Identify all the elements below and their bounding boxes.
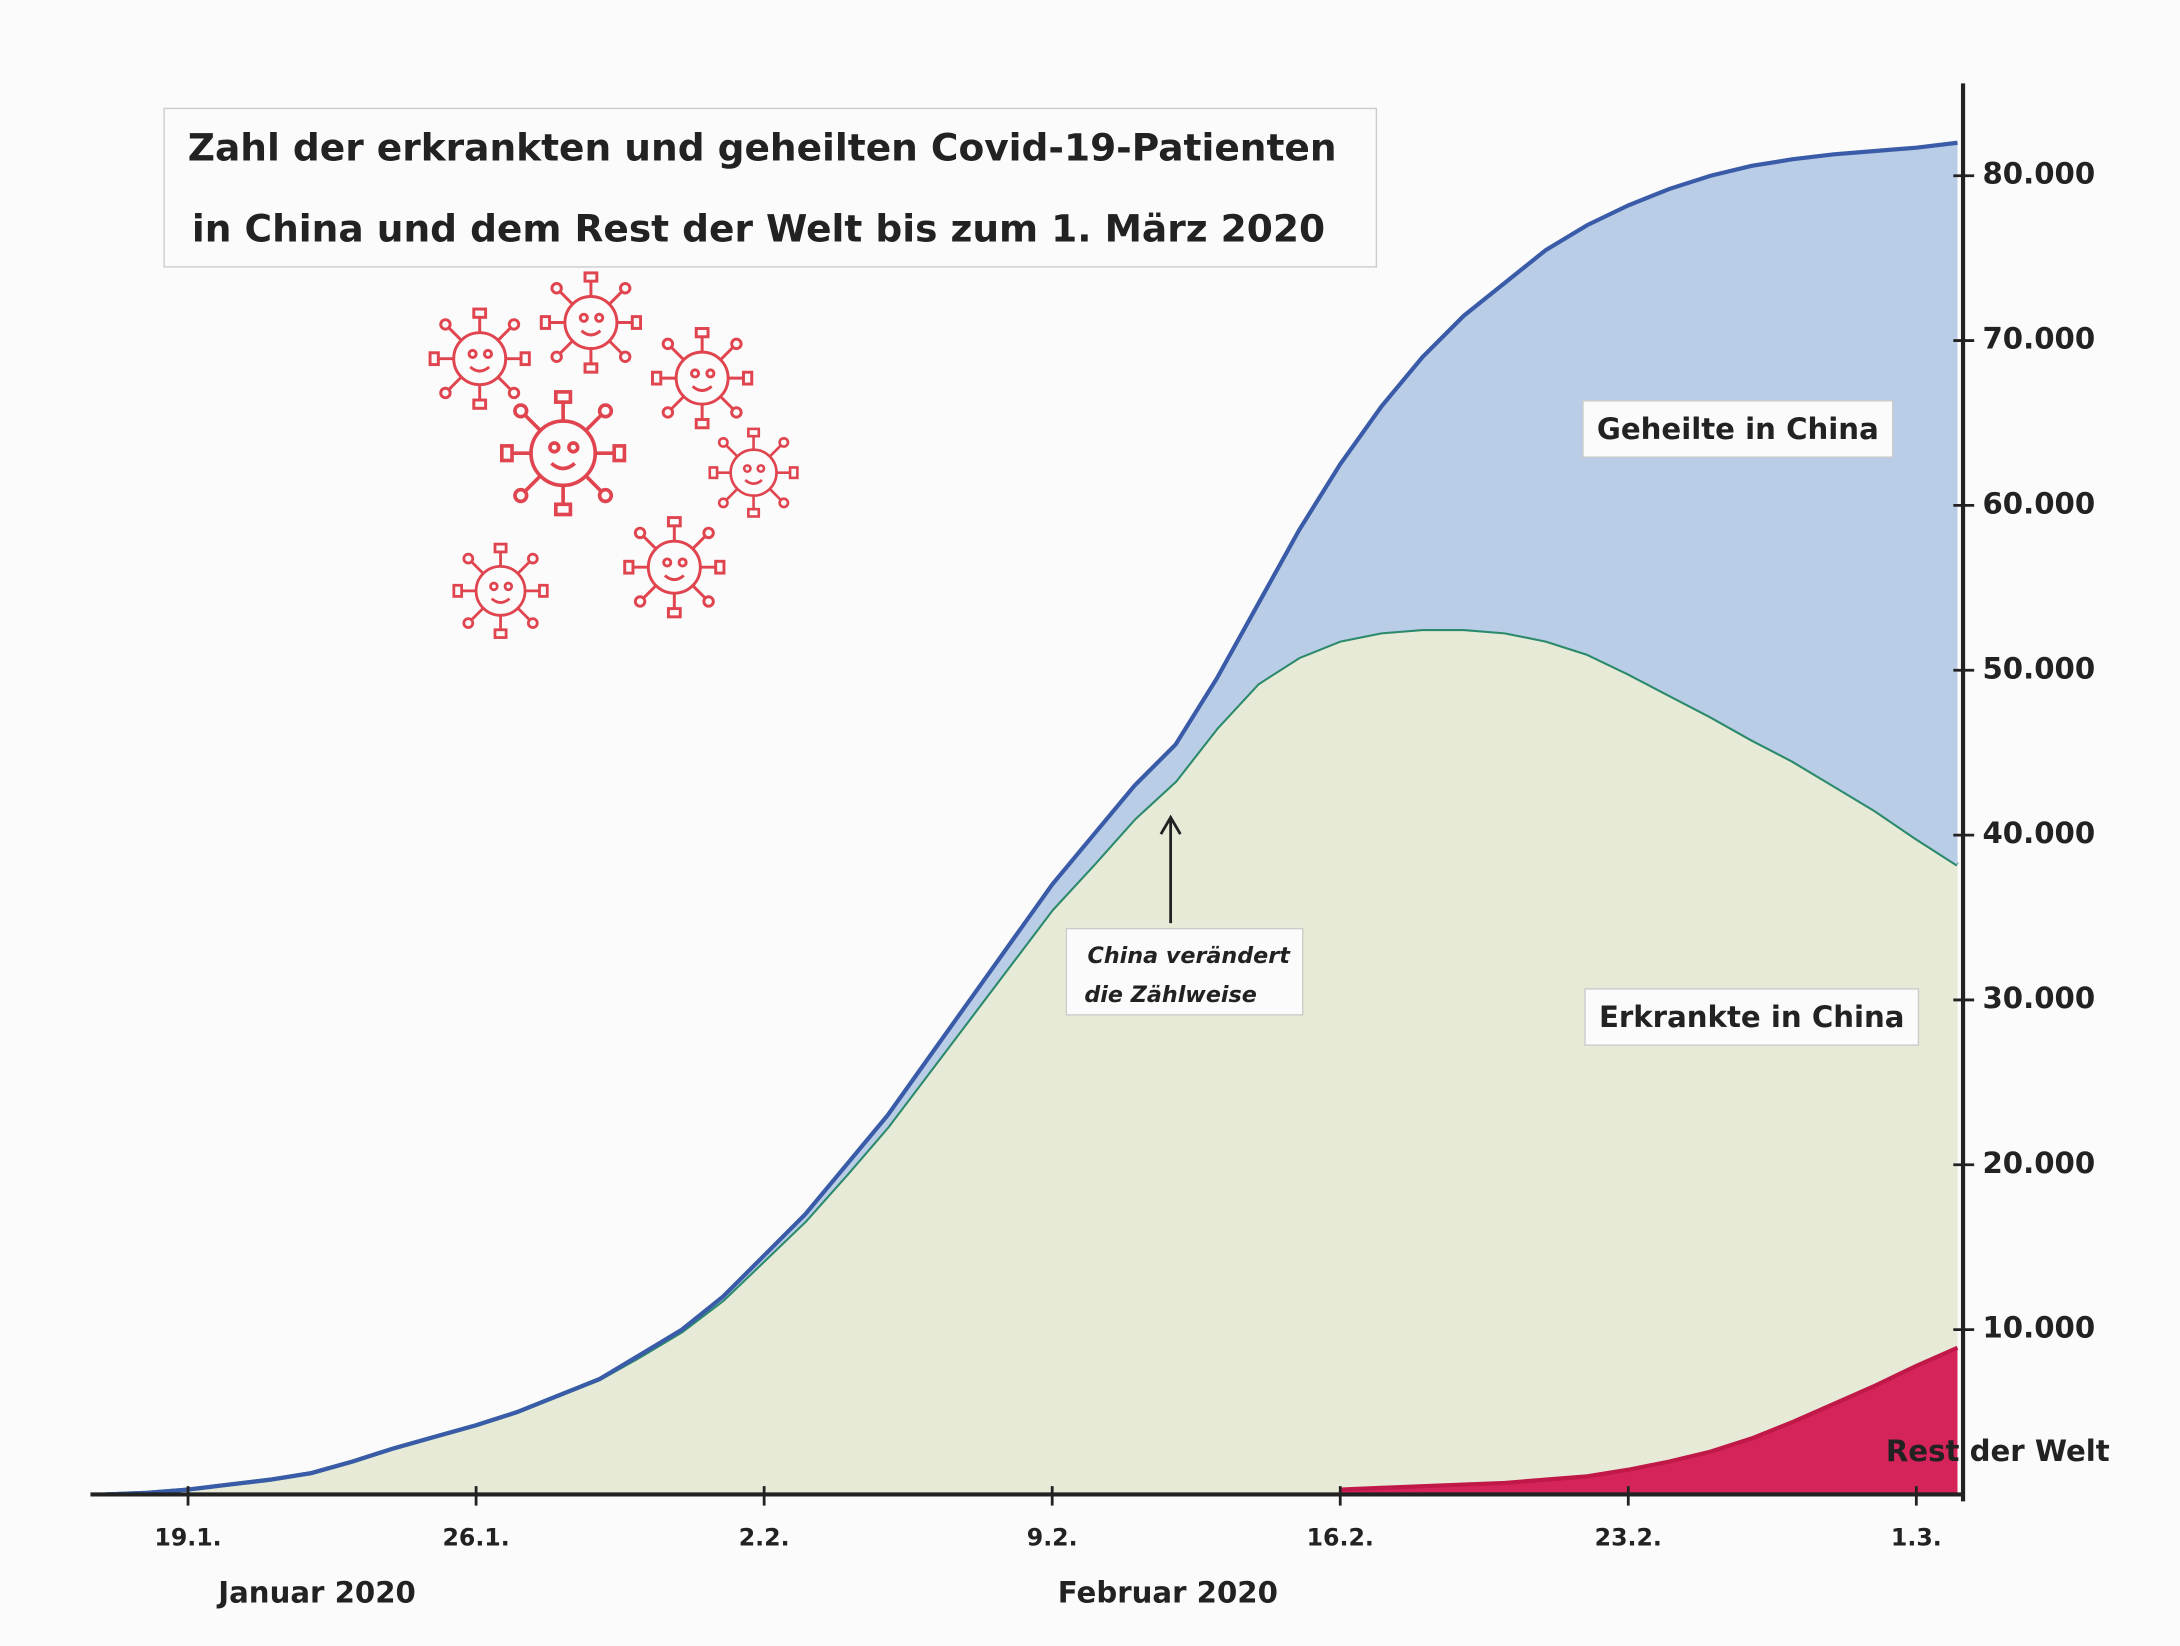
- x-tick-label: 16.2.: [1307, 1523, 1374, 1551]
- area: [1340, 1347, 1958, 1495]
- annotation: China verändert: [1088, 943, 1292, 969]
- series-label: Rest der Welt: [1886, 1434, 2110, 1468]
- virus-doodles: [428, 271, 799, 639]
- area-line: [105, 140, 1958, 1497]
- y-tick-label: 70.000: [1983, 322, 2096, 356]
- x-tick-label: 19.1.: [154, 1523, 221, 1551]
- chart-title: in China und dem Rest der Welt bis zum 1…: [192, 206, 1325, 250]
- series-label-box: [1582, 400, 1894, 458]
- area-line: [1340, 1345, 1959, 1492]
- annotation: die Zählweise: [1084, 982, 1257, 1008]
- plot: 19.1. 26.1. 2.2. 9.2. 16.2. 23.2. 1.3. Januar 2…: [90, 83, 2110, 1610]
- series-label: Erkrankte in China: [1599, 1000, 1905, 1034]
- annotation-arrow: [1159, 814, 1182, 924]
- month-label: Februar 2020: [1058, 1576, 1278, 1610]
- annotation-box: [1065, 927, 1304, 1016]
- series-label: Geheilte in China: [1597, 412, 1879, 446]
- x-tick-label: 26.1.: [442, 1523, 509, 1551]
- x-tick-label: 9.2.: [1027, 1523, 1078, 1551]
- y-tick-label: 50.000: [1983, 651, 2096, 685]
- y-tick-label: 30.000: [1983, 981, 2096, 1015]
- area: [105, 142, 1958, 1495]
- y-tick-label: 40.000: [1983, 816, 2096, 850]
- x-tick-label: 1.3.: [1891, 1523, 1942, 1551]
- month-label: Januar 2020: [216, 1576, 416, 1610]
- x-tick-label: 23.2.: [1595, 1523, 1662, 1551]
- y-tick-label: 20.000: [1983, 1146, 2096, 1180]
- series-label-box: [1584, 988, 1920, 1046]
- title-box: [163, 107, 1378, 268]
- y-tick-label: 60.000: [1983, 486, 2096, 520]
- y-tick-label: 80.000: [1983, 157, 2096, 191]
- area: [105, 629, 1958, 1495]
- chart-title: Zahl der erkrankten und geheilten Covid-…: [188, 126, 1337, 170]
- x-tick-label: 2.2.: [739, 1523, 790, 1551]
- y-tick-label: 10.000: [1983, 1311, 2096, 1345]
